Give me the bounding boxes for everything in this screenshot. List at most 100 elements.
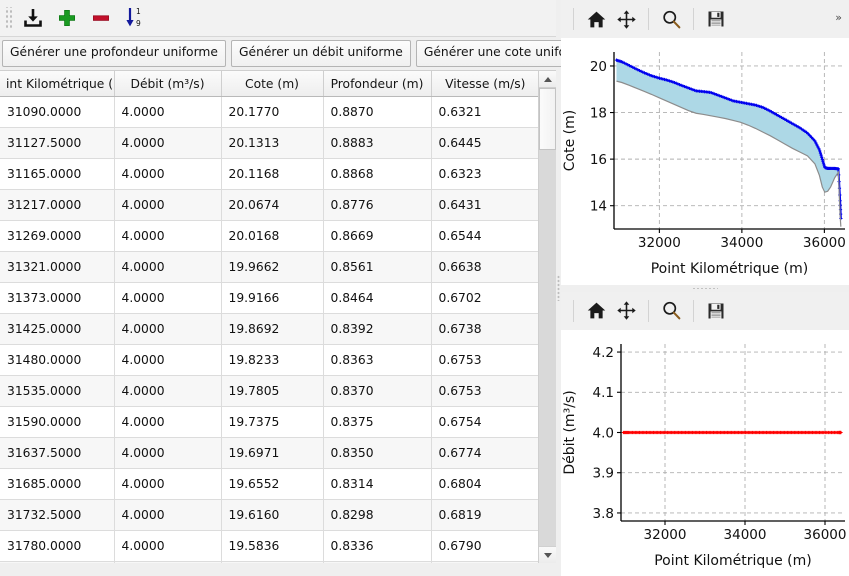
pan-move-icon[interactable] [611, 5, 641, 33]
table-cell[interactable]: 4.0000 [114, 344, 222, 376]
table-row[interactable]: 31127.5000 4.0000 20.1313 0.8883 0.6445 [0, 127, 538, 159]
table-cell[interactable]: 0.8868 [323, 158, 432, 190]
table-row[interactable]: 31217.0000 4.0000 20.0674 0.8776 0.6431 [0, 189, 538, 221]
toolbar-overflow-icon[interactable]: » [835, 11, 842, 24]
table-cell[interactable]: 19.7375 [221, 406, 324, 438]
table-cell[interactable]: 4.0000 [114, 375, 222, 407]
home-icon[interactable] [581, 297, 611, 325]
column-header-debit[interactable]: Débit (m³/s) [114, 71, 222, 97]
table-cell[interactable]: 0.8669 [323, 220, 432, 252]
table-cell[interactable]: 4.0000 [114, 282, 222, 314]
generate-uniform-discharge-button[interactable]: Générer un débit uniforme [230, 40, 411, 67]
table-cell[interactable]: 19.7805 [221, 375, 324, 407]
table-cell[interactable]: 0.6323 [431, 158, 538, 190]
elevation-plot-canvas[interactable]: 32000 34000 36000 14 16 18 20 Point Kilométriqu… [561, 38, 849, 285]
table-cell[interactable]: 4.0000 [114, 158, 222, 190]
table-cell[interactable]: 31535.0000 [0, 375, 115, 407]
table-cell[interactable]: 0.6774 [431, 437, 538, 469]
table-cell[interactable]: 4.0000 [114, 468, 222, 500]
table-row[interactable]: 31373.0000 4.0000 19.9166 0.8464 0.6702 [0, 282, 538, 314]
table-cell[interactable]: 4.0000 [114, 251, 222, 283]
table-cell[interactable]: 31425.0000 [0, 313, 115, 345]
table-cell[interactable]: 0.8314 [323, 468, 432, 500]
table-cell[interactable]: 0.8776 [323, 189, 432, 221]
table-cell[interactable]: 4.0000 [114, 96, 222, 128]
home-icon[interactable] [581, 5, 611, 33]
table-cell[interactable]: 19.9662 [221, 251, 324, 283]
table-cell[interactable]: 19.6160 [221, 499, 324, 531]
table-cell[interactable]: 19.5836 [221, 530, 324, 562]
table-cell[interactable]: 31685.0000 [0, 468, 115, 500]
table-row[interactable]: 31780.0000 4.0000 19.5836 0.8336 0.6790 [0, 530, 538, 562]
table-vertical-scrollbar[interactable] [538, 71, 556, 563]
table-row[interactable]: 31637.5000 4.0000 19.6971 0.8350 0.6774 [0, 437, 538, 469]
table-cell[interactable]: 31090.0000 [0, 96, 115, 128]
table-cell[interactable]: 4.0000 [114, 561, 222, 563]
table-cell[interactable]: 19.5770 [221, 561, 324, 563]
table-cell[interactable]: 20.1168 [221, 158, 324, 190]
table-row[interactable]: 31685.0000 4.0000 19.6552 0.8314 0.6804 [0, 468, 538, 500]
table-cell[interactable]: 0.8375 [323, 406, 432, 438]
table-row[interactable]: 31535.0000 4.0000 19.7805 0.8370 0.6753 [0, 375, 538, 407]
table-cell[interactable]: 0.8583 [323, 561, 432, 563]
table-cell[interactable]: 0.8336 [323, 530, 432, 562]
scrollbar-thumb[interactable] [539, 88, 556, 150]
scroll-up-arrow-icon[interactable] [539, 71, 556, 88]
table-row[interactable]: 31480.0000 4.0000 19.8233 0.8363 0.6753 [0, 344, 538, 376]
table-row[interactable]: 31732.5000 4.0000 19.6160 0.8298 0.6819 [0, 499, 538, 531]
column-header-point-kilometrique[interactable]: int Kilométrique ( [0, 71, 115, 97]
table-row[interactable]: 31165.0000 4.0000 20.1168 0.8868 0.6323 [0, 158, 538, 190]
table-cell[interactable]: 19.9166 [221, 282, 324, 314]
table-cell[interactable]: 31732.5000 [0, 499, 115, 531]
table-cell[interactable]: 0.8392 [323, 313, 432, 345]
column-header-cote[interactable]: Cote (m) [221, 71, 324, 97]
table-cell[interactable]: 31217.0000 [0, 189, 115, 221]
generate-uniform-depth-button[interactable]: Générer une profondeur uniforme [2, 40, 226, 67]
table-cell[interactable]: 0.6544 [431, 220, 538, 252]
zoom-magnifier-icon[interactable] [656, 297, 686, 325]
table-cell[interactable]: 0.6790 [431, 530, 538, 562]
table-cell[interactable]: 19.8692 [221, 313, 324, 345]
table-cell[interactable]: 20.0168 [221, 220, 324, 252]
table-cell[interactable]: 0.8298 [323, 499, 432, 531]
table-scroll-area[interactable]: int Kilométrique ( Débit (m³/s) Cote (m)… [0, 71, 538, 563]
column-header-vitesse[interactable]: Vitesse (m/s) [431, 71, 538, 97]
table-cell[interactable]: 0.8883 [323, 127, 432, 159]
table-cell[interactable]: 0.6819 [431, 499, 538, 531]
table-cell[interactable]: 4.0000 [114, 127, 222, 159]
table-cell[interactable]: 20.0674 [221, 189, 324, 221]
table-cell[interactable]: 0.6753 [431, 344, 538, 376]
table-cell[interactable]: 0.6638 [431, 251, 538, 283]
scroll-down-arrow-icon[interactable] [539, 546, 556, 563]
horizontal-splitter[interactable] [561, 284, 849, 292]
table-cell[interactable]: 31827.0000 [0, 561, 115, 563]
data-table[interactable]: int Kilométrique ( Débit (m³/s) Cote (m)… [0, 71, 538, 563]
table-row[interactable]: 31321.0000 4.0000 19.9662 0.8561 0.6638 [0, 251, 538, 283]
table-cell[interactable]: 19.6971 [221, 437, 324, 469]
table-cell[interactable]: 0.8363 [323, 344, 432, 376]
table-cell[interactable]: 0.6321 [431, 96, 538, 128]
table-cell[interactable]: 0.6804 [431, 468, 538, 500]
table-cell[interactable]: 0.6738 [431, 313, 538, 345]
table-cell[interactable]: 19.8233 [221, 344, 324, 376]
table-cell[interactable]: 31637.5000 [0, 437, 115, 469]
pan-move-icon[interactable] [611, 297, 641, 325]
sort-ascending-icon[interactable]: 1 9 [118, 3, 152, 33]
table-cell[interactable]: 0.6754 [431, 406, 538, 438]
table-cell[interactable]: 0.6445 [431, 127, 538, 159]
table-cell[interactable]: 0.6702 [431, 282, 538, 314]
table-cell[interactable]: 31780.0000 [0, 530, 115, 562]
table-cell[interactable]: 4.0000 [114, 220, 222, 252]
table-cell[interactable]: 31373.0000 [0, 282, 115, 314]
import-download-icon[interactable] [16, 3, 50, 33]
table-cell[interactable]: 0.6753 [431, 375, 538, 407]
scrollbar-track[interactable] [539, 88, 556, 546]
table-cell[interactable]: 31480.0000 [0, 344, 115, 376]
table-cell[interactable]: 4.0000 [114, 406, 222, 438]
table-cell[interactable]: 20.1770 [221, 96, 324, 128]
table-cell[interactable]: 0.6431 [431, 189, 538, 221]
table-row[interactable]: 31090.0000 4.0000 20.1770 0.8870 0.6321 [0, 96, 538, 128]
table-cell[interactable]: 20.1313 [221, 127, 324, 159]
save-floppy-icon[interactable] [701, 5, 731, 33]
table-cell[interactable]: 4.0000 [114, 499, 222, 531]
